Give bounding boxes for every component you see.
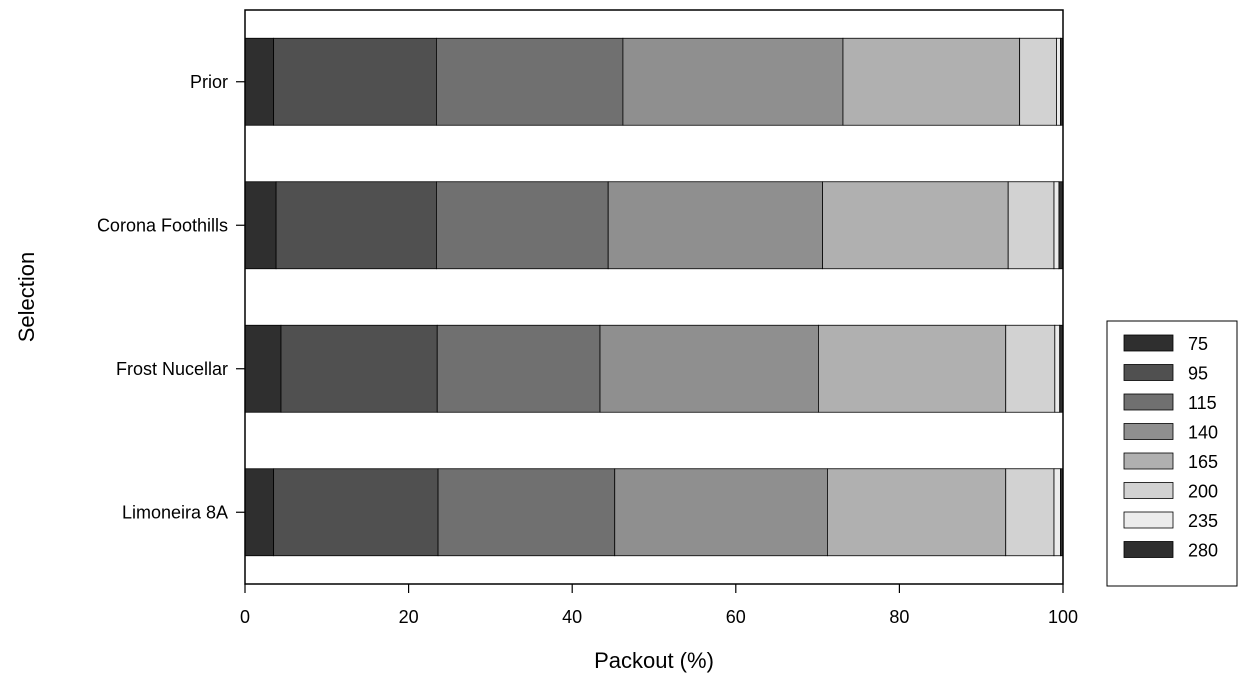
bar-segment: [1053, 181, 1060, 270]
bar-segment: [1019, 37, 1057, 126]
legend-label: 200: [1188, 482, 1218, 502]
legend: 75 95 115 140 165 200 235 280: [1106, 320, 1238, 587]
legend-label: 165: [1188, 452, 1218, 472]
bar-segment: [436, 324, 601, 413]
bar-segment: [273, 468, 439, 557]
bar-segment: [244, 324, 282, 413]
legend-swatch: [1123, 511, 1174, 529]
bar-segment: [622, 37, 844, 126]
legend-swatch: [1123, 423, 1174, 440]
y-tick-label: Limoneira 8A: [122, 502, 228, 522]
x-tick-label: 0: [240, 607, 250, 627]
bar-segment: [1054, 324, 1061, 413]
legend-swatch: [1123, 452, 1174, 470]
bar-segment: [614, 468, 828, 557]
x-tick-label: 60: [726, 607, 746, 627]
axes-group: Prior Corona Foothills Frost Nucellar Limon…: [97, 72, 1078, 627]
legend-swatch: [1123, 334, 1174, 352]
legend-swatch: [1123, 482, 1174, 499]
legend-swatch: [1123, 393, 1174, 411]
bar-segment: [436, 181, 609, 270]
bar-segment: [1007, 181, 1055, 270]
x-axis-title: Packout (%): [594, 648, 714, 673]
bar-segment: [244, 468, 275, 557]
y-tick-label: Corona Foothills: [97, 215, 228, 235]
bar-segment: [437, 468, 616, 557]
legend-label: 140: [1188, 423, 1218, 443]
legend-label: 75: [1188, 334, 1208, 354]
x-tick-label: 40: [562, 607, 582, 627]
legend-label: 95: [1188, 364, 1208, 384]
bar-segment: [1056, 37, 1061, 126]
bar-segment: [244, 37, 275, 126]
bar-segment: [436, 37, 624, 126]
legend-label: 115: [1188, 393, 1217, 413]
bar-segment: [827, 468, 1007, 557]
x-tick-label: 100: [1048, 607, 1078, 627]
bar-segment: [1005, 324, 1056, 413]
bar-segment: [280, 324, 438, 413]
bar-segment: [818, 324, 1007, 413]
y-tick-label: Prior: [190, 72, 228, 92]
bars-group: [244, 37, 1064, 557]
y-tick-label: Frost Nucellar: [116, 359, 228, 379]
bar-segment: [599, 324, 819, 413]
bar-segment: [1005, 468, 1055, 557]
bar-segment: [244, 181, 277, 270]
bar-segment: [275, 181, 437, 270]
bar-segment: [822, 181, 1009, 270]
y-axis-title: Selection: [14, 252, 39, 343]
bar-segment: [842, 37, 1021, 126]
bar-segment: [273, 37, 437, 126]
legend-label: 280: [1188, 541, 1218, 561]
bar-segment: [1053, 468, 1061, 557]
x-tick-label: 20: [399, 607, 419, 627]
x-tick-label: 80: [889, 607, 909, 627]
legend-swatch: [1123, 541, 1174, 558]
legend-swatch: [1123, 364, 1174, 381]
legend-label: 235: [1188, 511, 1218, 531]
plot-frame: [244, 9, 1064, 585]
bar-segment: [607, 181, 823, 270]
